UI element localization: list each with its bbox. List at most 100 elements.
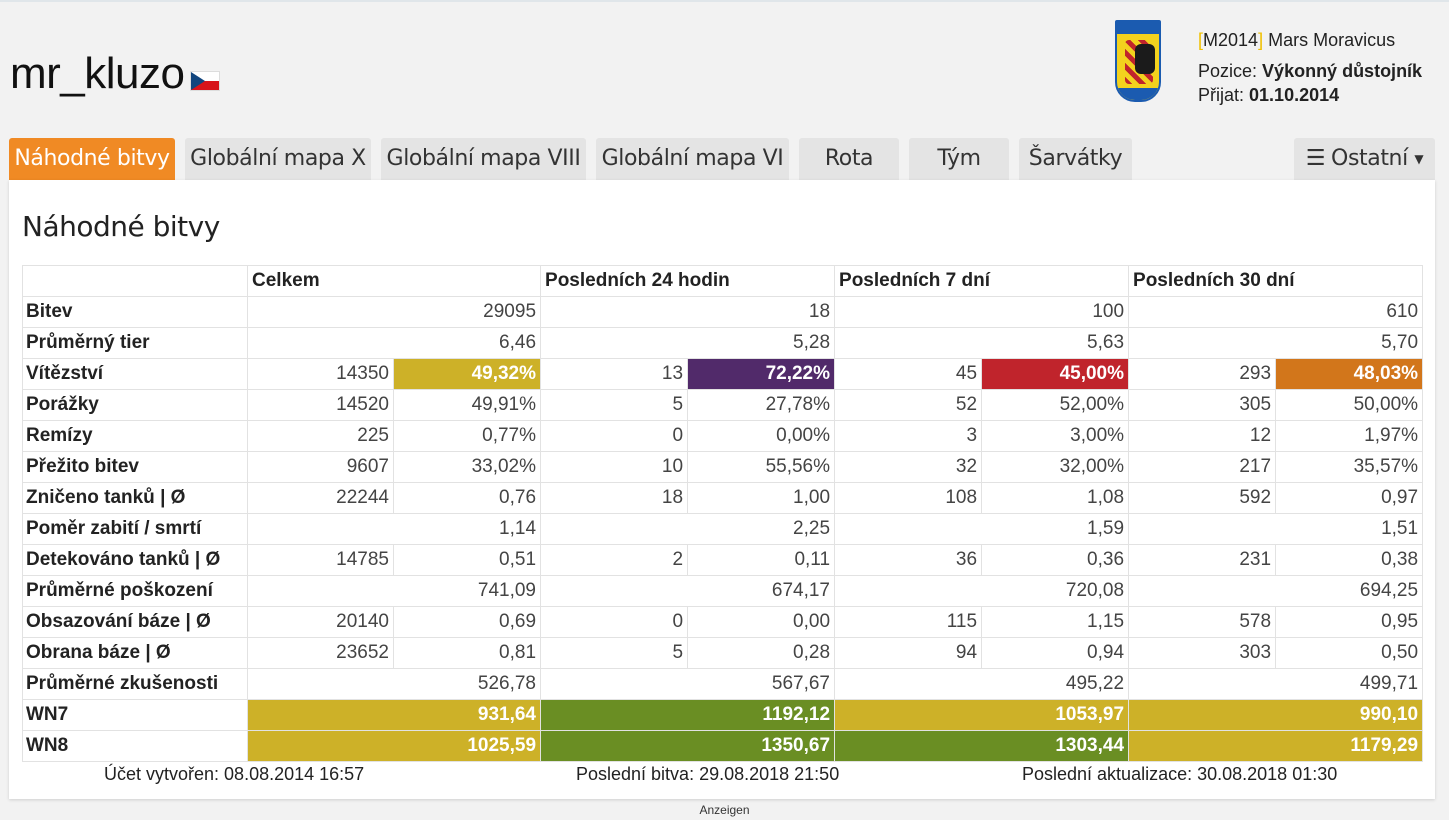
count-cell: 5 (540, 637, 689, 669)
count-cell: 14350 (247, 358, 394, 390)
table-row: Obrana báze | Ø 23652 0,81 5 0,28 94 0,94 303 0,… (22, 637, 1424, 669)
winrate-cell: 72,22% (687, 358, 836, 390)
value-cell: 0,00% (687, 420, 836, 452)
count-cell: 578 (1128, 606, 1277, 638)
value-cell: 720,08 (834, 575, 1130, 607)
value-cell: 1,97% (1275, 420, 1424, 452)
count-cell: 45 (834, 358, 983, 390)
tab-random-battles[interactable]: Náhodné bitvy (9, 138, 175, 180)
header-7d: Posledních 7 dní (834, 265, 1130, 297)
tab-company[interactable]: Rota (799, 138, 899, 180)
cz-flag-icon (190, 71, 220, 91)
header-30d: Posledních 30 dní (1128, 265, 1424, 297)
tab-other-dropdown[interactable]: ☰ Ostatní ▼ (1294, 138, 1435, 180)
row-label: Obsazování báze | Ø (22, 606, 248, 638)
count-cell: 231 (1128, 544, 1277, 576)
tab-team[interactable]: Tým (909, 138, 1009, 180)
value-cell: 0,00 (687, 606, 836, 638)
value-cell: 1,08 (981, 482, 1130, 514)
value-cell: 1,00 (687, 482, 836, 514)
last-update: Poslední aktualizace: 30.08.2018 01:30 (1022, 764, 1338, 784)
count-cell: 12 (1128, 420, 1277, 452)
count-cell: 3 (834, 420, 983, 452)
clan-name-line[interactable]: [M2014] Mars Moravicus (1198, 30, 1396, 50)
value-cell: 1,15 (981, 606, 1130, 638)
rating-cell: 990,10 (1128, 699, 1424, 731)
tab-skirmishes[interactable]: Šarvátky (1019, 138, 1132, 180)
value-cell: 567,67 (540, 668, 836, 700)
row-label: WN8 (22, 730, 248, 762)
table-header-row: Celkem Posledních 24 hodin Posledních 7 … (22, 265, 1424, 297)
header-24h: Posledních 24 hodin (540, 265, 836, 297)
count-cell: 225 (247, 420, 394, 452)
table-row: Průměrný tier 6,46 5,28 5,63 5,70 (22, 327, 1424, 359)
count-cell: 9607 (247, 451, 394, 483)
count-cell: 14785 (247, 544, 394, 576)
count-cell: 23652 (247, 637, 394, 669)
value-cell: 0,50 (1275, 637, 1424, 669)
table-row: Poměr zabití / smrtí 1,14 2,25 1,59 1,51 (22, 513, 1424, 545)
value-cell: 0,51 (392, 544, 542, 576)
row-label: Porážky (22, 389, 248, 421)
table-row: Remízy 225 0,77% 0 0,00% 3 3,00% 12 1,97% (22, 420, 1424, 452)
account-created: Účet vytvořen: 08.08.2014 16:57 (104, 764, 365, 784)
value-cell: 2,25 (540, 513, 836, 545)
stats-table: Celkem Posledních 24 hodin Posledních 7 … (22, 265, 1424, 762)
rating-cell: 1053,97 (834, 699, 1130, 731)
tab-bar: Náhodné bitvy Globální mapa X Globální m… (9, 138, 1435, 180)
value-cell: 610 (1128, 296, 1424, 328)
row-label: Průměrný tier (22, 327, 248, 359)
count-cell: 305 (1128, 389, 1277, 421)
value-cell: 55,56% (687, 451, 836, 483)
row-label: Průměrné zkušenosti (22, 668, 248, 700)
row-label: Bitev (22, 296, 248, 328)
value-cell: 0,76 (392, 482, 542, 514)
clan-emblem-icon[interactable] (1115, 20, 1161, 102)
value-cell: 1,51 (1128, 513, 1424, 545)
table-row: Porážky 14520 49,91% 5 27,78% 52 52,00% 305 50,0… (22, 389, 1424, 421)
value-cell: 3,00% (981, 420, 1130, 452)
count-cell: 13 (540, 358, 689, 390)
count-cell: 10 (540, 451, 689, 483)
table-row: Přežito bitev 9607 33,02% 10 55,56% 32 32,00% 2… (22, 451, 1424, 483)
row-label: Poměr zabití / smrtí (22, 513, 248, 545)
value-cell: 35,57% (1275, 451, 1424, 483)
tab-global-map-x[interactable]: Globální mapa X (185, 138, 371, 180)
value-cell: 0,69 (392, 606, 542, 638)
count-cell: 115 (834, 606, 983, 638)
tab-global-map-vi[interactable]: Globální mapa VI (596, 138, 789, 180)
count-cell: 0 (540, 606, 689, 638)
count-cell: 52 (834, 389, 983, 421)
ads-label: Anzeigen (699, 803, 750, 817)
value-cell: 0,97 (1275, 482, 1424, 514)
value-cell: 674,17 (540, 575, 836, 607)
value-cell: 5,63 (834, 327, 1130, 359)
value-cell: 100 (834, 296, 1130, 328)
tab-global-map-viii[interactable]: Globální mapa VIII (381, 138, 586, 180)
value-cell: 29095 (246, 296, 542, 328)
value-cell: 0,11 (687, 544, 836, 576)
row-label: Remízy (22, 420, 248, 452)
count-cell: 5 (540, 389, 689, 421)
value-cell: 5,70 (1128, 327, 1424, 359)
row-label: Vítězství (22, 358, 248, 390)
last-battle: Poslední bitva: 29.08.2018 21:50 (576, 764, 840, 784)
value-cell: 694,25 (1128, 575, 1424, 607)
table-row: Obsazování báze | Ø 20140 0,69 0 0,00 115 1,15… (22, 606, 1424, 638)
value-cell: 0,94 (981, 637, 1130, 669)
row-label: Detekováno tanků | Ø (22, 544, 248, 576)
value-cell: 50,00% (1275, 389, 1424, 421)
table-row: Průměrné zkušenosti 526,78 567,67 495,22 499… (22, 668, 1424, 700)
row-label: Průměrné poškození (22, 575, 248, 607)
value-cell: 0,38 (1275, 544, 1424, 576)
clan-name[interactable]: Mars Moravicus (1268, 30, 1396, 50)
value-cell: 1,59 (834, 513, 1130, 545)
value-cell: 0,28 (687, 637, 836, 669)
count-cell: 293 (1128, 358, 1277, 390)
value-cell: 741,09 (246, 575, 542, 607)
table-row: WN8 1025,59 1350,67 1303,44 1179,29 (22, 730, 1424, 762)
clan-tag[interactable]: M2014 (1203, 30, 1259, 50)
value-cell: 52,00% (981, 389, 1130, 421)
count-cell: 592 (1128, 482, 1277, 514)
count-cell: 32 (834, 451, 983, 483)
